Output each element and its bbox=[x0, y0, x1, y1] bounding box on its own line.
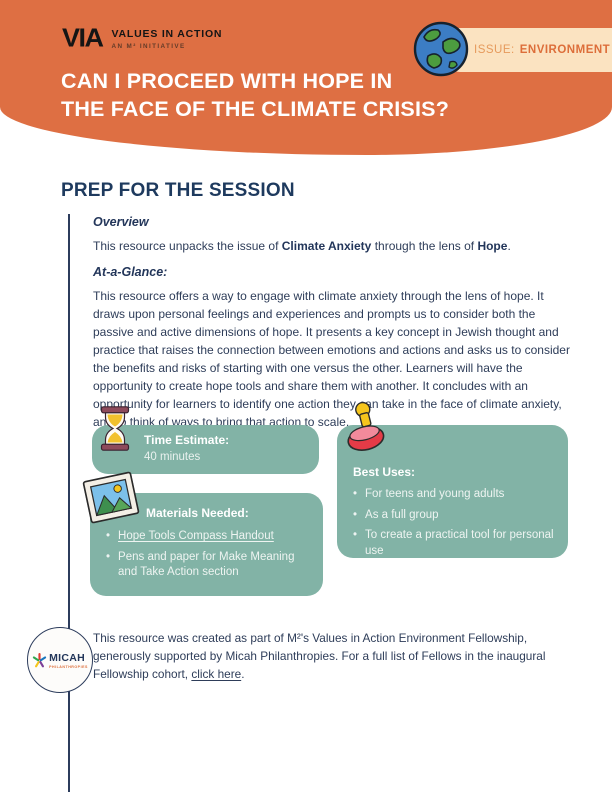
list-item: • As a full group bbox=[353, 508, 554, 524]
attribution-line3-post: . bbox=[241, 667, 245, 681]
materials-list: • Hope Tools Compass Handout • Pens and … bbox=[106, 529, 309, 581]
at-a-glance-paragraph: This resource offers a way to engage wit… bbox=[93, 289, 570, 429]
overview-lens: Hope bbox=[477, 239, 508, 253]
best-uses-list: • For teens and young adults • As a full… bbox=[353, 487, 554, 559]
list-item: • Hope Tools Compass Handout bbox=[106, 529, 309, 545]
time-estimate-card: Time Estimate: 40 minutes bbox=[92, 425, 319, 474]
materials-needed-title: Materials Needed: bbox=[146, 506, 249, 520]
bullet: • bbox=[353, 488, 358, 500]
bullet: • bbox=[106, 550, 111, 563]
overview-text: This resource unpacks the issue of Clima… bbox=[93, 237, 571, 255]
micah-logo-text: MICAH PHILANTHROPIES bbox=[49, 652, 88, 669]
attribution-line3-pre: Fellowship cohort, bbox=[93, 667, 192, 681]
picture-icon bbox=[82, 471, 140, 524]
page-title-line1: CAN I PROCEED WITH HOPE IN bbox=[61, 69, 393, 93]
bullet: • bbox=[353, 508, 358, 521]
best-uses-item-text: For teens and young adults bbox=[365, 488, 505, 500]
overview-text-post: . bbox=[507, 239, 511, 253]
vertical-rule bbox=[68, 214, 70, 792]
micah-logo-badge: MICAH PHILANTHROPIES bbox=[27, 627, 93, 693]
best-uses-item-text: To create a practical tool for personal … bbox=[365, 529, 554, 557]
overview-text-pre: This resource unpacks the issue of bbox=[93, 239, 282, 253]
page-title-line2: THE FACE OF THE CLIMATE CRISIS? bbox=[61, 97, 450, 121]
best-uses-card: Best Uses: • For teens and young adults … bbox=[337, 425, 568, 558]
fellows-list-link[interactable]: click here bbox=[191, 667, 242, 681]
section-heading: PREP FOR THE SESSION bbox=[61, 180, 295, 201]
attribution-line2: generously supported by Micah Philanthro… bbox=[93, 649, 546, 663]
globe-icon bbox=[413, 21, 469, 77]
best-uses-item-text: As a full group bbox=[365, 508, 439, 521]
attribution-line1: This resource was created as part of M²'… bbox=[93, 631, 528, 645]
header-banner: VIA VALUES IN ACTION AN M² INITIATIVE IS… bbox=[0, 0, 612, 155]
overview-label: Overview bbox=[93, 215, 149, 229]
hope-tools-handout-link[interactable]: Hope Tools Compass Handout bbox=[118, 530, 274, 542]
list-item: • For teens and young adults bbox=[353, 487, 554, 503]
list-item: • Pens and paper for Make Meaning and Ta… bbox=[106, 550, 309, 581]
stamp-icon bbox=[347, 401, 385, 451]
via-logo-mark: VIA bbox=[62, 23, 104, 53]
bullet: • bbox=[106, 530, 111, 542]
micah-logo-tagline: PHILANTHROPIES bbox=[49, 664, 88, 669]
via-logo-name: VALUES IN ACTION bbox=[111, 28, 223, 40]
overview-text-mid: through the lens of bbox=[371, 239, 478, 253]
list-item: • To create a practical tool for persona… bbox=[353, 528, 554, 559]
issue-badge-label: ISSUE: bbox=[474, 44, 515, 56]
via-logo: VIA VALUES IN ACTION AN M² INITIATIVE bbox=[62, 25, 222, 51]
hourglass-icon bbox=[100, 406, 130, 451]
best-uses-title: Best Uses: bbox=[353, 465, 416, 479]
attribution-text: This resource was created as part of M²'… bbox=[93, 629, 573, 683]
page-title: CAN I PROCEED WITH HOPE IN THE FACE OF T… bbox=[61, 67, 501, 123]
materials-item-text: Pens and paper for Make Meaning and Take… bbox=[118, 550, 295, 579]
at-a-glance-label: At-a-Glance: bbox=[93, 265, 168, 279]
via-logo-tagline: AN M² INITIATIVE bbox=[111, 43, 186, 50]
overview-topic: Climate Anxiety bbox=[281, 239, 372, 253]
micah-logo: MICAH PHILANTHROPIES bbox=[32, 652, 88, 669]
time-estimate-title: Time Estimate: bbox=[144, 433, 230, 447]
attribution-line3: Fellowship cohort, click here. bbox=[93, 665, 573, 683]
time-estimate-value: 40 minutes bbox=[144, 451, 201, 463]
via-logo-text: VALUES IN ACTION AN M² INITIATIVE bbox=[112, 25, 223, 50]
micah-logo-name: MICAH bbox=[49, 651, 86, 664]
micah-star-icon bbox=[32, 652, 47, 667]
prep-body: Overview This resource unpacks the issue… bbox=[93, 215, 571, 443]
issue-badge-value: ENVIRONMENT bbox=[519, 44, 611, 56]
bullet: • bbox=[353, 529, 358, 541]
